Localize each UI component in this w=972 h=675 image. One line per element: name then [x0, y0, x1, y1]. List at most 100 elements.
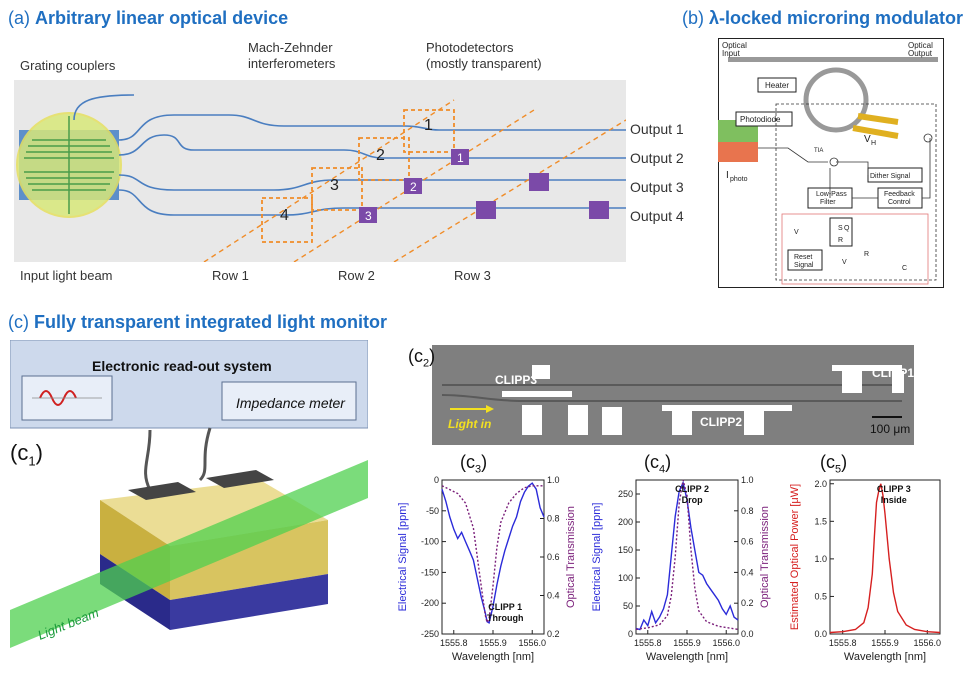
lowpass-label-2: Filter	[820, 199, 836, 206]
y-left-tick-label: -200	[421, 598, 439, 608]
annotation-line-2: Inside	[881, 495, 907, 505]
y-left-tick-label: 250	[618, 489, 633, 499]
row-lines	[203, 99, 626, 262]
clipp1-label: CLIPP1	[872, 366, 915, 380]
photodetectors-label-1: Photodetectors	[426, 40, 514, 55]
mzi-numbers: 1 2 3 4	[280, 117, 433, 224]
mzi-label-2: interferometers	[248, 56, 336, 71]
rramp-label: R	[864, 251, 869, 258]
y-right-tick-label: 0.4	[741, 567, 754, 577]
panel-c-prefix: (c)	[8, 312, 29, 332]
light-in-arrowhead	[486, 405, 494, 413]
sr-latch	[829, 217, 853, 247]
y-left-tick-label: -50	[426, 506, 439, 516]
substrate-right	[170, 574, 328, 630]
microring	[803, 67, 869, 133]
vth-label: V	[794, 229, 799, 236]
cramp-label: C	[902, 265, 907, 272]
c4-label-text: (c	[644, 452, 659, 472]
output-1-label: Output 1	[630, 121, 684, 137]
clipp2-label: CLIPP2	[700, 415, 743, 429]
light-in-label: Light in	[448, 417, 492, 431]
y-right-tick-label: 0.2	[547, 629, 560, 639]
grating-couplers-label: Grating couplers	[20, 58, 116, 73]
c3-label: (c3)	[460, 452, 487, 476]
iphoto-sub-label: photo	[730, 176, 748, 183]
control-loop-boundary	[775, 103, 937, 281]
heater-label: Heater	[765, 81, 789, 90]
clipp3-label: CLIPP3	[495, 373, 538, 387]
y-left-tick-label: 0.0	[814, 629, 827, 639]
y-left-axis-label: Electrical Signal [ppm]	[591, 503, 603, 612]
optical-output-label-2: Output	[908, 49, 933, 58]
x-tick-label: 1555.8	[440, 638, 468, 648]
y-left-tick-label: 200	[618, 517, 633, 527]
output-2-label: Output 2	[630, 150, 684, 166]
series-line-0	[829, 483, 941, 634]
series-line-0	[441, 482, 545, 624]
reset-label-1: Reset	[794, 254, 812, 261]
c5-label: (c5)	[820, 452, 847, 476]
reset-label-2: Signal	[794, 262, 814, 269]
panel-a-heading: Arbitrary linear optical device	[35, 8, 289, 28]
schematic-labels: Optical Input Optical Output Heater Phot…	[722, 41, 933, 272]
annotation-line-1: CLIPP 3	[877, 484, 911, 494]
pd-numbers: 1 2 3	[365, 151, 464, 223]
mzi-number-3: 3	[330, 177, 339, 194]
row-3-label: Row 3	[454, 268, 491, 283]
chart-c3: 1555.8 1555.9 1556.0 0 -50 -100 -150 -200 -250 1.…	[397, 475, 577, 663]
panel-a-prefix: (a)	[8, 8, 30, 28]
readout-system-label: Electronic read-out system	[92, 358, 272, 374]
heater-box	[757, 77, 797, 93]
photodiode-label: Photodiode	[740, 115, 781, 124]
microring-modulator-schematic: Optical Input Optical Output Heater Phot…	[718, 38, 944, 288]
y-left-tick-label: 50	[623, 601, 633, 611]
sem-pads	[502, 365, 904, 435]
impedance-meter-box	[221, 381, 357, 421]
photodiode-red	[718, 142, 758, 162]
y-right-tick-label: 1.0	[547, 475, 560, 485]
bus-waveguide	[728, 57, 938, 62]
panel-c-title: (c) Fully transparent integrated light m…	[8, 312, 387, 333]
y-left-tick-label: -100	[421, 537, 439, 547]
c2-label-sub: 2	[423, 357, 430, 370]
y-left-tick-label: 1.0	[814, 554, 827, 564]
heater-contact-2	[852, 125, 899, 139]
y-right-tick-label: 0.6	[547, 552, 560, 562]
y-left-tick-label: 2.0	[814, 479, 827, 489]
c3-label-sub: 3	[475, 463, 482, 476]
scale-bar-label: 100 μm	[870, 422, 911, 436]
c1-label-text: (c	[10, 440, 29, 465]
y-left-tick-label: 1.5	[814, 516, 827, 526]
y-left-tick-label: 150	[618, 545, 633, 555]
c4-label: (c4)	[644, 452, 671, 476]
sine-wave-icon	[39, 390, 77, 406]
feedback-label-2: Control	[888, 199, 911, 206]
x-tick-label: 1556.0	[712, 638, 740, 648]
grating-lines	[24, 116, 114, 214]
vdd-label: V	[842, 259, 847, 266]
photodetectors-label-2: (mostly transparent)	[426, 56, 542, 71]
panel-b-heading: λ-locked microring modulator	[709, 8, 964, 28]
c2-label: (c2)	[408, 346, 435, 370]
x-axis-label: Wavelength [nm]	[646, 651, 728, 663]
schematic-frame	[718, 38, 944, 288]
pd-number-3: 3	[365, 209, 372, 223]
y-left-tick-label: 0	[628, 629, 633, 639]
y-left-axis-label: Electrical Signal [ppm]	[397, 503, 409, 612]
optical-input-label-1: Optical	[722, 41, 747, 50]
sem-micrograph	[432, 345, 914, 445]
light-monitor-illustration: Light beam	[10, 340, 368, 648]
x-tick-label: 1556.0	[518, 638, 546, 648]
annotation-line-1: CLIPP 2	[675, 484, 709, 494]
x-axis-label: Wavelength [nm]	[452, 651, 534, 663]
vh-sub-label: H	[871, 140, 876, 147]
electrode-1	[128, 482, 196, 500]
y-right-tick-label: 0.0	[741, 629, 754, 639]
optical-output-label-1: Optical	[908, 41, 933, 50]
c5-label-text: (c	[820, 452, 835, 472]
circuit-wires	[758, 133, 933, 199]
heater-contact	[857, 113, 899, 125]
pd-number-2: 2	[410, 180, 417, 194]
pd-number-1: 1	[457, 151, 464, 165]
